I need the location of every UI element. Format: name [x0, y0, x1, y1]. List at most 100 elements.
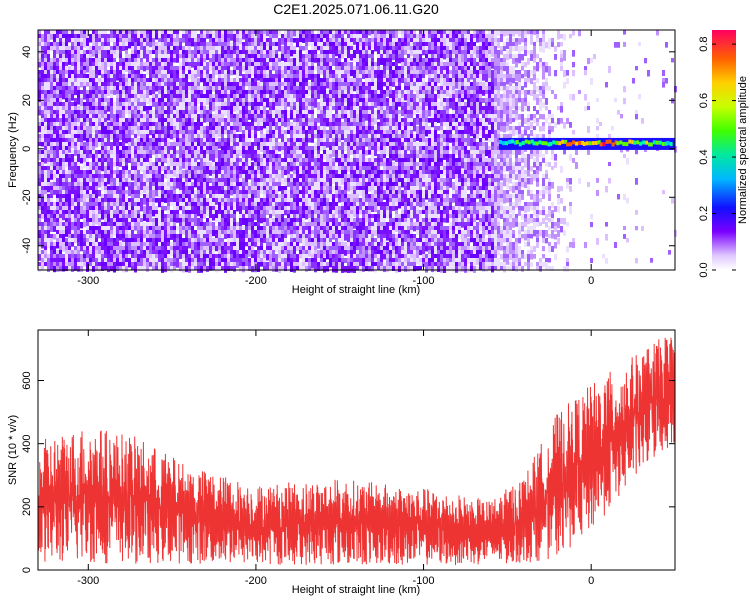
spectrogram-cell — [47, 242, 50, 249]
spectrogram-cell — [128, 38, 131, 45]
spectrogram-cell — [221, 198, 224, 204]
spectrogram-cell — [92, 66, 95, 71]
spectrogram-cell — [170, 250, 173, 257]
spectrogram-cell — [203, 246, 206, 252]
spectrogram-cell — [149, 70, 152, 75]
spectrogram-cell — [65, 130, 68, 135]
spectrogram-cell — [272, 62, 275, 68]
spectrogram-cell — [287, 262, 290, 269]
spectrogram-cell — [128, 126, 131, 132]
spectrogram-cell — [194, 246, 197, 251]
spectrogram-cell — [188, 182, 191, 189]
spectrogram-cell — [233, 42, 236, 49]
spectrogram-cell — [209, 138, 212, 144]
spectrogram-cell — [269, 178, 272, 184]
spectrogram-cell — [104, 118, 107, 124]
spectrogram-cell — [245, 226, 248, 232]
spectrogram-cell — [293, 254, 296, 259]
spectrogram-cell — [197, 266, 200, 273]
spectrogram-cell — [224, 158, 227, 165]
spectrogram-cell — [221, 182, 224, 188]
spectrogram-cell — [197, 62, 200, 67]
spectrogram-cell — [62, 174, 65, 180]
spectrogram-cell — [239, 214, 242, 219]
spectrogram-cell — [47, 86, 50, 91]
spectrogram-cell — [140, 242, 143, 248]
spectrogram-cell — [248, 38, 251, 45]
spectrogram-cell — [248, 174, 251, 180]
spectrogram-cell — [77, 118, 80, 123]
spectrogram-cell — [158, 198, 161, 203]
spectrogram-cell — [122, 230, 125, 237]
spectrogram-cell — [92, 182, 95, 187]
spectrogram-cell — [128, 258, 131, 265]
spectrogram-cell — [167, 158, 170, 163]
spectrogram-cell — [227, 94, 230, 101]
spectrogram-cell — [80, 110, 83, 115]
spectrogram-cell — [113, 214, 116, 221]
spectrogram-cell — [242, 170, 245, 175]
spectrogram-cell — [149, 202, 152, 208]
spectrogram-cell — [209, 38, 212, 44]
spectrogram-cell — [191, 210, 194, 216]
spectrogram-cell — [47, 262, 50, 267]
spectrogram-cell — [38, 38, 41, 44]
spectrogram-cell — [215, 54, 218, 59]
spectrogram-cell — [116, 138, 119, 145]
spectrogram-cell — [281, 238, 284, 245]
spectrogram-cell — [83, 86, 86, 91]
spectrogram-cell — [164, 38, 167, 43]
spectrogram-cell — [50, 262, 53, 269]
spectrogram-cell — [155, 50, 158, 55]
spectrogram-cell — [206, 266, 209, 272]
spectrogram-cell — [278, 46, 281, 52]
spectrogram-cell — [245, 266, 248, 271]
spectrogram-cell — [56, 202, 59, 209]
spectrogram-cell — [296, 106, 299, 111]
spectrogram-cell — [227, 166, 230, 173]
spectrogram-cell — [149, 110, 152, 115]
spectrogram-cell — [68, 110, 71, 116]
spectrogram-cell — [137, 126, 140, 132]
spectrogram-cell — [266, 206, 269, 211]
spectrogram-cell — [293, 170, 296, 176]
spectrogram-cell — [239, 182, 242, 189]
spectrogram-cell — [101, 130, 104, 137]
spectrogram-cell — [287, 102, 290, 107]
spectrogram-cell — [140, 130, 143, 135]
spectrogram-cell — [296, 94, 299, 99]
spectrogram-cell — [47, 226, 50, 232]
spectrogram-cell — [98, 230, 101, 236]
spectrogram-cell — [257, 110, 260, 116]
spectrogram-cell — [98, 118, 101, 125]
spectrogram-cell — [59, 242, 62, 247]
spectrogram-cell — [224, 54, 227, 59]
spectrogram-cell — [257, 74, 260, 81]
spectrogram-cell — [98, 66, 101, 71]
spectrogram-cell — [128, 54, 131, 60]
spectrogram-cell — [167, 138, 170, 145]
spectrogram-cell — [137, 210, 140, 215]
spectrogram-cell — [299, 102, 302, 109]
spectrogram-cell — [206, 162, 209, 167]
spectrogram-cell — [131, 150, 134, 156]
spectrogram-cell — [179, 142, 182, 148]
spectrogram-cell — [53, 206, 56, 211]
spectrogram-cell — [281, 194, 284, 200]
spectrogram-cell — [83, 214, 86, 220]
spectrogram-cell — [194, 170, 197, 176]
spectrogram-cell — [74, 150, 77, 156]
spectrogram-cell — [131, 258, 134, 265]
spectrogram-cell — [134, 190, 137, 195]
spectrogram-cell — [257, 146, 260, 153]
spectrogram-cell — [38, 90, 41, 95]
spectrogram-cell — [86, 74, 89, 81]
spectrogram-cell — [122, 214, 125, 220]
spectrogram-cell — [293, 142, 296, 149]
spectrogram-cell — [200, 42, 203, 48]
spectrogram-cell — [86, 146, 89, 152]
spectrogram-cell — [272, 170, 275, 177]
spectrogram-cell — [215, 146, 218, 152]
spectrogram-cell — [260, 142, 263, 148]
spectrogram-cell — [119, 110, 122, 116]
